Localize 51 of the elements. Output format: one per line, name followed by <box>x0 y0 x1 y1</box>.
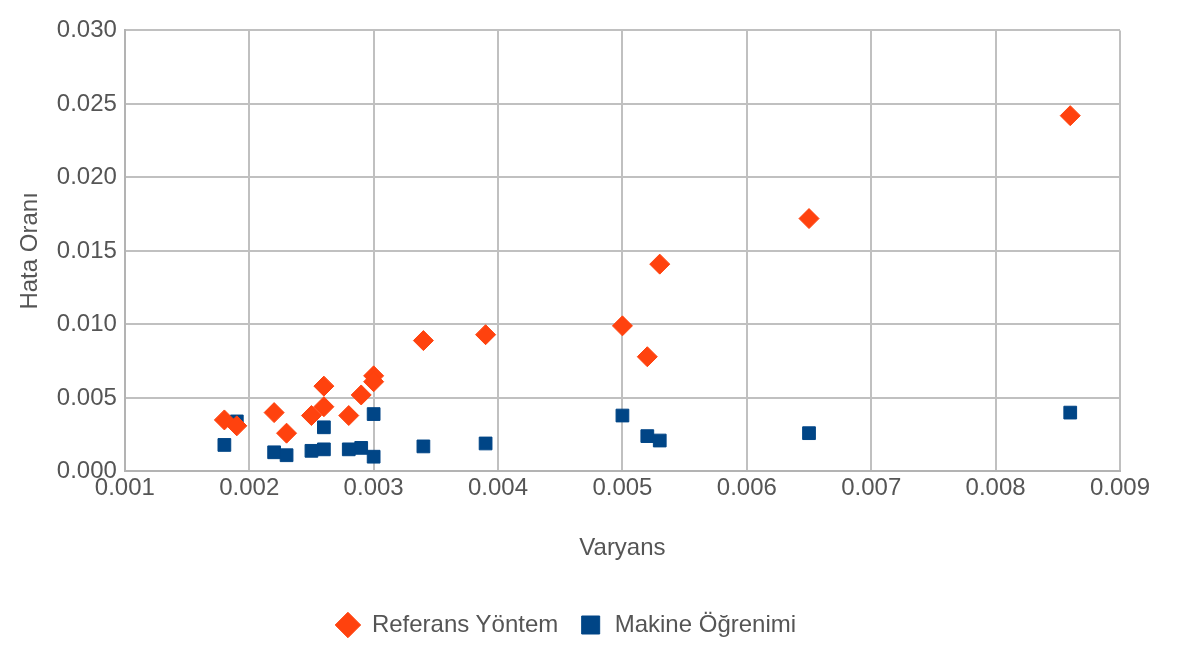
point <box>341 442 356 457</box>
y-tick-label: 0.025 <box>56 88 117 116</box>
point <box>1063 405 1078 420</box>
point <box>636 346 658 368</box>
y-tick-label: 0.015 <box>56 235 117 263</box>
x-tick-label: 0.006 <box>716 473 777 501</box>
legend-label: Referans Yöntem <box>371 609 559 637</box>
point <box>640 429 655 443</box>
point <box>649 253 671 275</box>
point <box>412 330 434 352</box>
point <box>217 438 232 452</box>
point <box>317 420 331 435</box>
point <box>354 441 369 455</box>
point <box>798 208 820 230</box>
point <box>263 402 285 424</box>
x-tick-label: 0.002 <box>219 473 280 501</box>
y-tick-label: 0.010 <box>56 309 117 337</box>
point <box>478 436 493 451</box>
point <box>300 405 322 427</box>
x-tick-label: 0.004 <box>468 473 529 501</box>
point <box>1059 105 1081 127</box>
point <box>366 407 381 421</box>
x-tick-label: 0.007 <box>841 473 902 501</box>
point <box>611 315 633 337</box>
x-tick-label: 0.003 <box>343 473 404 501</box>
point <box>313 375 335 397</box>
point <box>313 396 335 418</box>
point <box>267 445 281 460</box>
point <box>615 408 630 423</box>
point <box>350 384 372 406</box>
point <box>652 433 667 448</box>
y-axis-title: Hata Oranı <box>15 192 43 310</box>
point <box>304 443 319 458</box>
point <box>226 415 248 437</box>
point <box>802 426 816 441</box>
legend-label: Makine Öğrenimi <box>614 609 797 637</box>
y-tick-label: 0.020 <box>56 162 117 190</box>
point <box>279 448 294 463</box>
point <box>276 422 298 444</box>
x-tick-label: 0.005 <box>592 473 653 501</box>
point <box>416 439 431 454</box>
x-tick-label: 0.008 <box>965 473 1026 501</box>
y-tick-label: 0.005 <box>56 382 117 410</box>
x-tick-label: 0.009 <box>1089 473 1151 501</box>
point <box>366 449 381 464</box>
point <box>475 324 497 346</box>
point <box>317 442 331 457</box>
point <box>338 405 360 427</box>
point <box>213 409 235 431</box>
x-axis-title: Varyans <box>579 533 666 561</box>
y-tick-label: 0.030 <box>56 15 117 43</box>
